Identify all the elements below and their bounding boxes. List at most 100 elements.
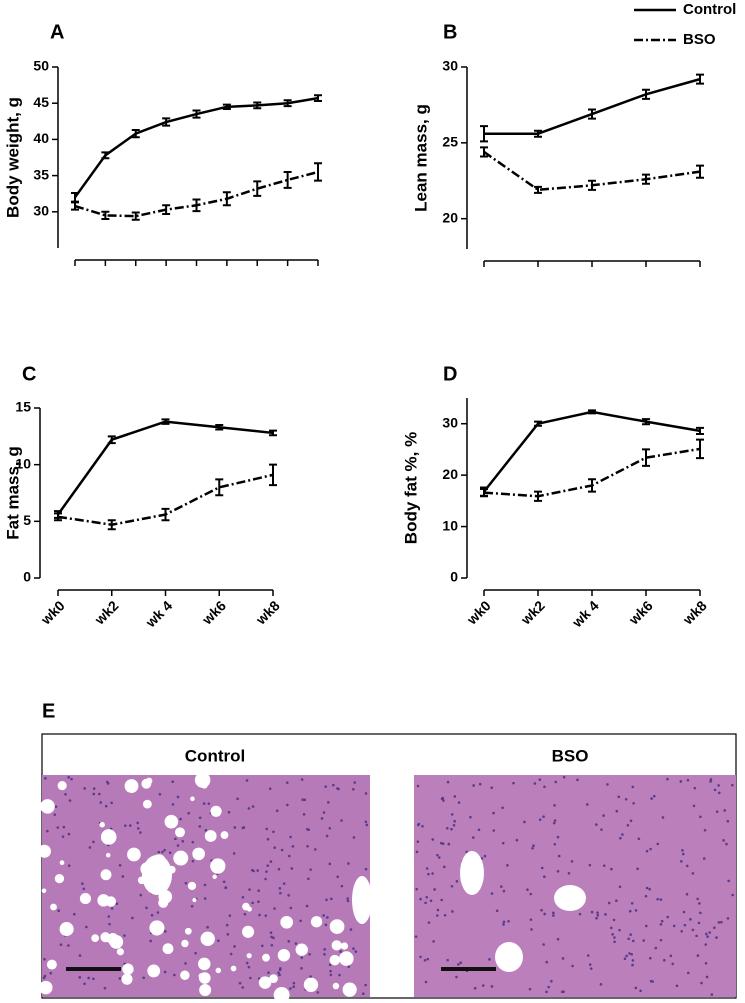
error-bar xyxy=(696,438,704,460)
image-title: Control xyxy=(185,746,245,765)
error-bar xyxy=(215,478,224,497)
nucleus xyxy=(439,841,443,845)
nucleus xyxy=(70,777,73,781)
nucleus xyxy=(291,845,295,848)
nucleus xyxy=(110,907,114,910)
legend: Control BSO xyxy=(634,1,736,48)
nucleus xyxy=(512,781,515,785)
nucleus xyxy=(445,826,449,830)
nucleus xyxy=(436,853,439,857)
nucleus xyxy=(552,911,555,915)
y-tick-label: 30 xyxy=(442,58,458,74)
nucleus xyxy=(570,860,574,863)
nucleus xyxy=(303,798,307,802)
vacuole xyxy=(310,916,323,928)
nucleus xyxy=(626,823,630,827)
vacuole xyxy=(39,980,53,995)
nucleus xyxy=(630,952,634,956)
nucleus xyxy=(301,798,305,801)
nucleus xyxy=(198,816,202,820)
vacuole xyxy=(57,781,67,791)
vacuole xyxy=(121,973,133,985)
error-bar xyxy=(642,173,650,185)
nucleus xyxy=(136,827,140,830)
nucleus xyxy=(542,943,545,946)
vacuole xyxy=(340,942,349,950)
nucleus xyxy=(609,926,613,930)
image-title: BSO xyxy=(552,746,589,765)
nucleus xyxy=(722,839,725,842)
nucleus xyxy=(615,809,619,813)
error-bar xyxy=(54,512,62,522)
nucleus xyxy=(336,875,340,879)
nucleus xyxy=(292,985,295,989)
nucleus xyxy=(258,913,261,917)
nucleus xyxy=(99,801,103,804)
nucleus xyxy=(163,848,166,852)
panel-label: C xyxy=(22,363,36,385)
nucleus xyxy=(227,810,231,814)
nucleus xyxy=(83,787,86,790)
nucleus xyxy=(501,841,505,845)
nucleus xyxy=(72,912,76,916)
y-tick-label: 30 xyxy=(442,414,458,430)
vacuole xyxy=(204,830,217,842)
nucleus xyxy=(625,954,628,958)
nucleus xyxy=(150,913,154,917)
nucleus xyxy=(67,776,70,779)
error-bar xyxy=(588,478,596,493)
nucleus xyxy=(161,850,164,854)
vessel xyxy=(142,855,172,895)
nucleus xyxy=(431,872,434,875)
nucleus xyxy=(627,937,631,941)
nucleus xyxy=(364,983,367,987)
nucleus xyxy=(596,911,599,914)
nucleus xyxy=(290,867,294,870)
nucleus xyxy=(306,845,309,848)
error-bar xyxy=(131,128,140,139)
nucleus xyxy=(416,840,420,843)
vacuole xyxy=(246,906,252,912)
nucleus xyxy=(324,785,328,788)
error-bar xyxy=(283,99,292,108)
nucleus xyxy=(62,825,66,829)
nucleus xyxy=(725,842,728,846)
nucleus xyxy=(532,844,535,848)
error-bar xyxy=(314,162,322,182)
nucleus xyxy=(451,910,454,913)
nucleus xyxy=(238,981,242,985)
nucleus xyxy=(644,924,648,928)
nucleus xyxy=(629,933,632,936)
error-bar xyxy=(696,73,704,85)
nucleus xyxy=(364,867,368,871)
nucleus xyxy=(604,913,607,916)
vacuole xyxy=(273,987,290,1003)
error-bar xyxy=(534,185,542,194)
nucleus xyxy=(586,954,590,957)
nucleus xyxy=(649,979,653,983)
x-tick-label: wk8 xyxy=(252,597,283,628)
y-tick-label: 5 xyxy=(23,512,31,528)
error-bar xyxy=(107,435,116,445)
nucleus xyxy=(556,835,560,839)
nucleus xyxy=(426,957,430,961)
nucleus xyxy=(81,882,84,885)
vacuole xyxy=(116,948,124,956)
nucleus xyxy=(163,930,167,933)
nucleus xyxy=(621,833,624,836)
error-bar xyxy=(162,117,171,127)
nucleus xyxy=(106,780,109,784)
error-bar xyxy=(192,109,201,119)
nucleus xyxy=(634,909,638,912)
nucleus xyxy=(273,846,277,850)
panel-label: D xyxy=(443,363,457,385)
nucleus xyxy=(567,872,571,875)
nucleus xyxy=(542,815,545,818)
nucleus xyxy=(241,895,245,899)
vacuole xyxy=(199,984,212,997)
nucleus xyxy=(699,911,702,915)
nucleus xyxy=(286,803,289,807)
nucleus xyxy=(139,893,143,897)
nucleus xyxy=(92,787,96,790)
nucleus xyxy=(634,986,638,990)
